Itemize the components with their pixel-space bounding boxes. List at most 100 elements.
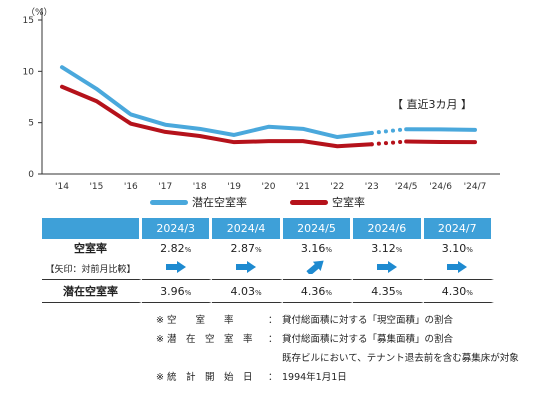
cell-value: 2.87	[230, 241, 256, 255]
table-row-potential-vacancy-rate: 潜在空室率 3.96% 4.03% 4.36% 4.35% 4.30%	[42, 280, 494, 303]
x-tick-label: '16	[124, 182, 138, 192]
legend-swatch-potential	[150, 199, 188, 205]
footnote-key: ※ 統 計 開 始 日	[156, 372, 253, 383]
table-cell	[212, 257, 283, 280]
footnote-key: ※ 空 室 率	[156, 315, 234, 326]
cell-value: 4.36	[300, 284, 326, 298]
cell-value: 3.16	[300, 241, 326, 255]
y-tick-label: 10	[23, 67, 35, 77]
table-corner	[42, 218, 142, 239]
table-cell: 4.03%	[212, 280, 283, 303]
table-cell: 4.30%	[423, 280, 494, 303]
arrow-right-icon	[447, 260, 468, 273]
y-tick-label: 5	[28, 119, 34, 129]
arrow-shape	[447, 260, 468, 273]
table-cell: 3.10%	[424, 239, 494, 257]
table-header-cell: 2024/5	[282, 218, 354, 239]
series-line-recent-potential-vacancy	[404, 127, 477, 132]
footnote-value: 1994年1月1日	[282, 372, 347, 383]
footnote-value: 貸付総面積に対する「募集面積」の割合	[282, 334, 454, 345]
arrow-right-icon	[165, 260, 186, 273]
arrow-shape	[376, 260, 397, 273]
table-row-vacancy-rate: 空室率 2.82% 2.87% 3.16% 3.12% 3.10%	[42, 239, 494, 257]
table-cell: 3.96%	[142, 280, 213, 303]
percent-sign: %	[466, 245, 473, 254]
table-cell: 4.35%	[353, 280, 424, 303]
percent-sign: %	[184, 288, 192, 297]
arrow-shape	[306, 260, 325, 274]
series-dotted-vacancy	[369, 139, 409, 147]
footnote: ※ 統 計 開 始 日 ： 1994年1月1日	[156, 368, 519, 387]
table-cell: 2.82%	[142, 239, 213, 257]
recent-months-annotation: 【 直近3カ月 】	[392, 98, 472, 111]
percent-sign: %	[325, 245, 333, 254]
x-tick-label: '19	[227, 182, 241, 192]
legend-item-potential-vacancy: 潜在空室率	[150, 194, 247, 210]
footnote-separator: ：	[268, 334, 278, 345]
table-header-cell: 2024/6	[353, 218, 424, 239]
footnote-separator: ：	[268, 315, 278, 326]
table-cell: 2.87%	[212, 239, 283, 257]
percent-sign: %	[325, 288, 333, 297]
x-tick-label: '24/7	[464, 182, 487, 192]
table-header-cell: 2024/7	[423, 218, 494, 239]
cell-value: 3.96	[160, 284, 185, 298]
table-cell: 3.16%	[283, 239, 354, 257]
arrow-shape	[165, 260, 186, 273]
legend-swatch-vacancy	[290, 199, 328, 205]
footnote-separator: ：	[268, 372, 278, 383]
line-chart: （%） 0 5 10 15 '14 '15 '16 '17 '18 '19 '20 '21 '22 '2…	[23, 7, 500, 192]
recent-rates-table: 2024/3 2024/4 2024/5 2024/6 2024/7 空室率 2…	[42, 218, 494, 303]
x-tick-label: '18	[193, 182, 207, 192]
table-header-cell: 2024/3	[142, 218, 213, 239]
series-line-vacancy	[60, 84, 374, 149]
x-tick-label: '20	[262, 182, 276, 192]
footnote: 既存ビルにおいて、テナント退去前を含む募集床が対象	[156, 349, 519, 368]
cell-value: 4.35	[371, 284, 396, 298]
table-cell: 3.12%	[353, 239, 424, 257]
arrow-up-right-icon	[306, 260, 325, 274]
footnote: ※ 潜 在 空 室 率 ： 貸付総面積に対する「募集面積」の割合	[156, 330, 519, 349]
legend-label-potential: 潜在空室率	[192, 196, 247, 209]
table-cell	[142, 257, 213, 280]
cell-value: 3.12	[371, 241, 396, 255]
table-header-row: 2024/3 2024/4 2024/5 2024/6 2024/7	[42, 218, 494, 239]
percent-sign: %	[255, 288, 262, 297]
x-tick-label: '24/5	[395, 182, 418, 192]
footnote: ※ 空 室 率 ： 貸付総面積に対する「現空面積」の割合	[156, 311, 519, 330]
row-label-vacancy: 空室率	[42, 239, 142, 257]
footnote-key: ※ 潜 在 空 室 率	[156, 334, 253, 345]
legend-item-vacancy: 空室率	[290, 194, 365, 210]
footnote-value: 貸付総面積に対する「現空面積」の割合	[282, 315, 454, 326]
cell-value: 3.10	[441, 241, 467, 255]
percent-sign: %	[184, 245, 192, 254]
cell-value: 2.82	[160, 241, 185, 255]
cell-value: 4.30	[441, 284, 467, 298]
y-tick-label: 15	[23, 16, 34, 26]
x-tick-label: '21	[296, 182, 310, 192]
table-cell	[282, 257, 354, 280]
percent-sign: %	[255, 245, 262, 254]
percent-sign: %	[395, 288, 403, 297]
footnote-key	[156, 349, 268, 368]
x-tick-label: '15	[89, 182, 103, 192]
x-tick-label: '14	[55, 182, 69, 192]
table-row-arrows: 【矢印：対前月比較】	[42, 257, 494, 280]
table-header-cell: 2024/4	[212, 218, 283, 239]
x-tick-label: '24/6	[429, 182, 452, 192]
series-dotted-potential-vacancy	[369, 127, 409, 135]
table-cell: 4.36%	[282, 280, 354, 303]
legend-label-vacancy: 空室率	[332, 196, 365, 209]
y-axis-unit-label: （%）	[26, 7, 53, 18]
row-label-potential: 潜在空室率	[42, 280, 142, 303]
arrow-right-icon	[236, 260, 257, 273]
cell-value: 4.03	[230, 284, 256, 298]
percent-sign: %	[466, 288, 473, 297]
table-cell	[353, 257, 424, 280]
arrow-shape	[236, 260, 257, 273]
footnotes: ※ 空 室 率 ： 貸付総面積に対する「現空面積」の割合 ※ 潜 在 空 室 率…	[156, 311, 519, 387]
percent-sign: %	[395, 245, 403, 254]
x-tick-label: '17	[158, 182, 172, 192]
arrow-legend-label: 【矢印：対前月比較】	[42, 257, 142, 280]
y-tick-label: 0	[28, 170, 34, 180]
